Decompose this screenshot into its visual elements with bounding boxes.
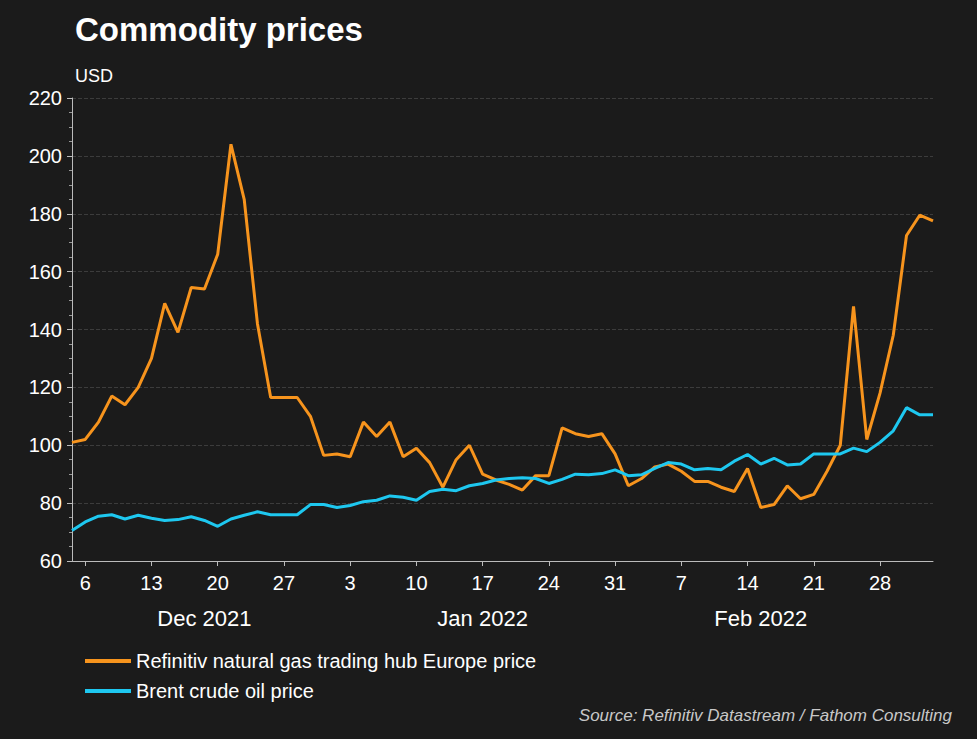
svg-text:13: 13	[140, 572, 162, 594]
svg-text:3: 3	[345, 572, 356, 594]
svg-text:7: 7	[676, 572, 687, 594]
svg-text:14: 14	[736, 572, 758, 594]
svg-text:24: 24	[538, 572, 560, 594]
svg-text:80: 80	[40, 492, 62, 514]
svg-text:140: 140	[29, 319, 62, 341]
svg-text:17: 17	[472, 572, 494, 594]
svg-text:Commodity prices: Commodity prices	[75, 11, 363, 48]
svg-text:Source: Refinitiv Datastream /: Source: Refinitiv Datastream / Fathom Co…	[579, 706, 953, 725]
svg-text:100: 100	[29, 434, 62, 456]
svg-text:21: 21	[803, 572, 825, 594]
svg-text:180: 180	[29, 203, 62, 225]
svg-text:28: 28	[869, 572, 891, 594]
svg-text:Dec 2021: Dec 2021	[157, 606, 251, 631]
svg-text:120: 120	[29, 376, 62, 398]
svg-text:Refinitiv natural gas trading: Refinitiv natural gas trading hub Europe…	[136, 650, 536, 672]
svg-text:Jan 2022: Jan 2022	[437, 606, 528, 631]
svg-text:6: 6	[80, 572, 91, 594]
svg-text:Brent crude oil price: Brent crude oil price	[136, 680, 314, 702]
svg-text:10: 10	[405, 572, 427, 594]
svg-text:60: 60	[40, 550, 62, 572]
svg-text:USD: USD	[75, 66, 113, 86]
svg-text:200: 200	[29, 145, 62, 167]
svg-text:160: 160	[29, 261, 62, 283]
svg-text:31: 31	[604, 572, 626, 594]
svg-text:Feb 2022: Feb 2022	[714, 606, 807, 631]
svg-text:27: 27	[273, 572, 295, 594]
svg-text:20: 20	[207, 572, 229, 594]
svg-text:220: 220	[29, 87, 62, 109]
